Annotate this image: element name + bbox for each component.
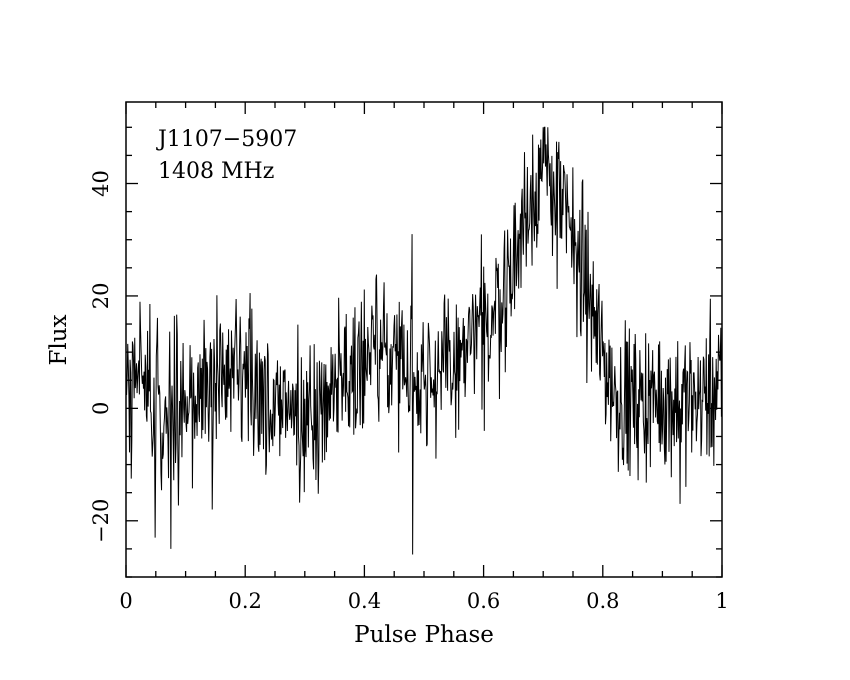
y-tick-label: 40 — [89, 170, 113, 197]
x-axis-title: Pulse Phase — [354, 622, 494, 648]
x-tick-label: 0.2 — [228, 589, 261, 613]
x-tick-label: 1 — [715, 589, 728, 613]
y-axis-title: Flux — [46, 314, 72, 365]
y-tick-label: −20 — [89, 499, 113, 543]
pulsar-name-annotation: J1107−5907 — [156, 127, 297, 152]
x-tick-label: 0.4 — [348, 589, 381, 613]
y-tick-labels: −20 0 20 40 — [89, 170, 113, 543]
x-tick-label: 0 — [119, 589, 132, 613]
axis-ticks — [125, 102, 723, 578]
y-tick-label: 0 — [89, 402, 113, 415]
x-tick-labels: 0 0.2 0.4 0.6 0.8 1 — [119, 589, 728, 613]
x-tick-label: 0.8 — [586, 589, 619, 613]
flux-trace — [125, 126, 723, 555]
frequency-annotation: 1408 MHz — [158, 159, 274, 184]
x-tick-label: 0.6 — [467, 589, 500, 613]
y-tick-label: 20 — [89, 283, 113, 310]
